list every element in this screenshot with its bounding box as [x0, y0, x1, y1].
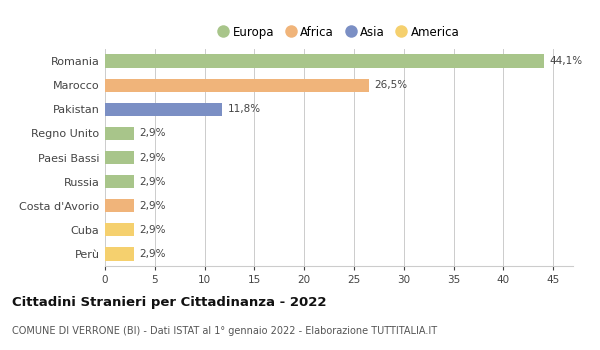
Text: 2,9%: 2,9% — [139, 225, 166, 235]
Bar — [105, 78, 369, 92]
Legend: Europa, Africa, Asia, America: Europa, Africa, Asia, America — [218, 26, 460, 39]
Text: 11,8%: 11,8% — [227, 104, 260, 114]
Text: Cittadini Stranieri per Cittadinanza - 2022: Cittadini Stranieri per Cittadinanza - 2… — [12, 296, 326, 309]
Text: COMUNE DI VERRONE (BI) - Dati ISTAT al 1° gennaio 2022 - Elaborazione TUTTITALIA: COMUNE DI VERRONE (BI) - Dati ISTAT al 1… — [12, 326, 437, 336]
Text: 44,1%: 44,1% — [549, 56, 582, 66]
Text: 2,9%: 2,9% — [139, 153, 166, 162]
Bar — [105, 127, 134, 140]
Bar — [105, 151, 134, 164]
Bar — [105, 199, 134, 212]
Text: 2,9%: 2,9% — [139, 201, 166, 211]
Bar — [105, 247, 134, 260]
Text: 2,9%: 2,9% — [139, 128, 166, 138]
Bar — [105, 55, 544, 68]
Bar — [105, 223, 134, 237]
Text: 2,9%: 2,9% — [139, 177, 166, 187]
Text: 26,5%: 26,5% — [374, 80, 407, 90]
Bar — [105, 103, 223, 116]
Text: 2,9%: 2,9% — [139, 249, 166, 259]
Bar — [105, 175, 134, 188]
